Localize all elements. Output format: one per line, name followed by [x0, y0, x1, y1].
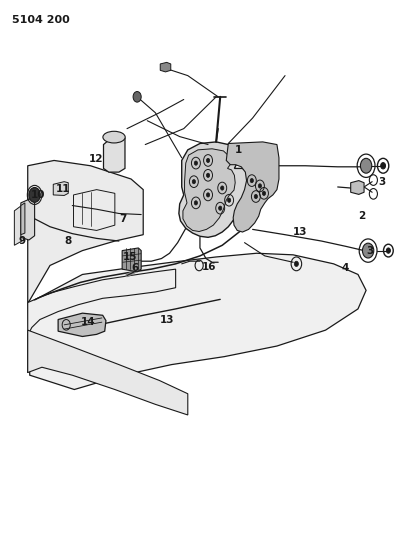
Circle shape — [362, 243, 374, 258]
Circle shape — [381, 163, 386, 169]
Circle shape — [206, 173, 210, 177]
Polygon shape — [58, 313, 106, 336]
Text: 1: 1 — [234, 145, 242, 155]
Text: 3: 3 — [366, 246, 373, 256]
Polygon shape — [21, 203, 25, 235]
Circle shape — [250, 179, 253, 183]
Circle shape — [133, 92, 141, 102]
Circle shape — [206, 158, 210, 163]
Ellipse shape — [103, 131, 125, 143]
Circle shape — [194, 161, 197, 165]
Polygon shape — [183, 149, 235, 231]
Circle shape — [194, 201, 197, 205]
Polygon shape — [179, 142, 251, 237]
Text: 10: 10 — [31, 190, 45, 200]
Circle shape — [228, 198, 231, 203]
Text: 5104 200: 5104 200 — [11, 14, 69, 25]
Polygon shape — [122, 248, 141, 272]
Polygon shape — [104, 136, 125, 172]
Text: 4: 4 — [342, 263, 349, 272]
Circle shape — [219, 206, 222, 211]
Polygon shape — [28, 330, 188, 415]
Circle shape — [206, 193, 210, 197]
Circle shape — [360, 158, 372, 173]
Text: 8: 8 — [64, 236, 71, 246]
Polygon shape — [160, 62, 171, 72]
Text: 12: 12 — [89, 154, 103, 164]
Text: 13: 13 — [293, 227, 308, 237]
Text: 14: 14 — [80, 317, 95, 327]
Circle shape — [258, 184, 262, 188]
Polygon shape — [28, 253, 366, 390]
Text: 6: 6 — [131, 263, 138, 273]
Polygon shape — [21, 199, 35, 240]
Text: 15: 15 — [123, 253, 137, 262]
Polygon shape — [226, 142, 279, 232]
Circle shape — [29, 188, 40, 203]
Circle shape — [254, 195, 257, 199]
Text: 2: 2 — [358, 211, 365, 221]
Text: 9: 9 — [18, 236, 26, 246]
Circle shape — [386, 248, 390, 253]
Text: 3: 3 — [378, 176, 386, 187]
Polygon shape — [351, 181, 364, 195]
Text: 11: 11 — [56, 183, 71, 193]
Polygon shape — [53, 182, 68, 196]
Circle shape — [192, 180, 195, 184]
Polygon shape — [28, 269, 175, 373]
Circle shape — [294, 261, 298, 266]
Circle shape — [221, 186, 224, 190]
Text: 13: 13 — [160, 314, 174, 325]
Polygon shape — [28, 160, 143, 304]
Text: 16: 16 — [202, 262, 217, 271]
Polygon shape — [14, 204, 24, 245]
Circle shape — [262, 191, 266, 196]
Text: 7: 7 — [119, 214, 126, 224]
